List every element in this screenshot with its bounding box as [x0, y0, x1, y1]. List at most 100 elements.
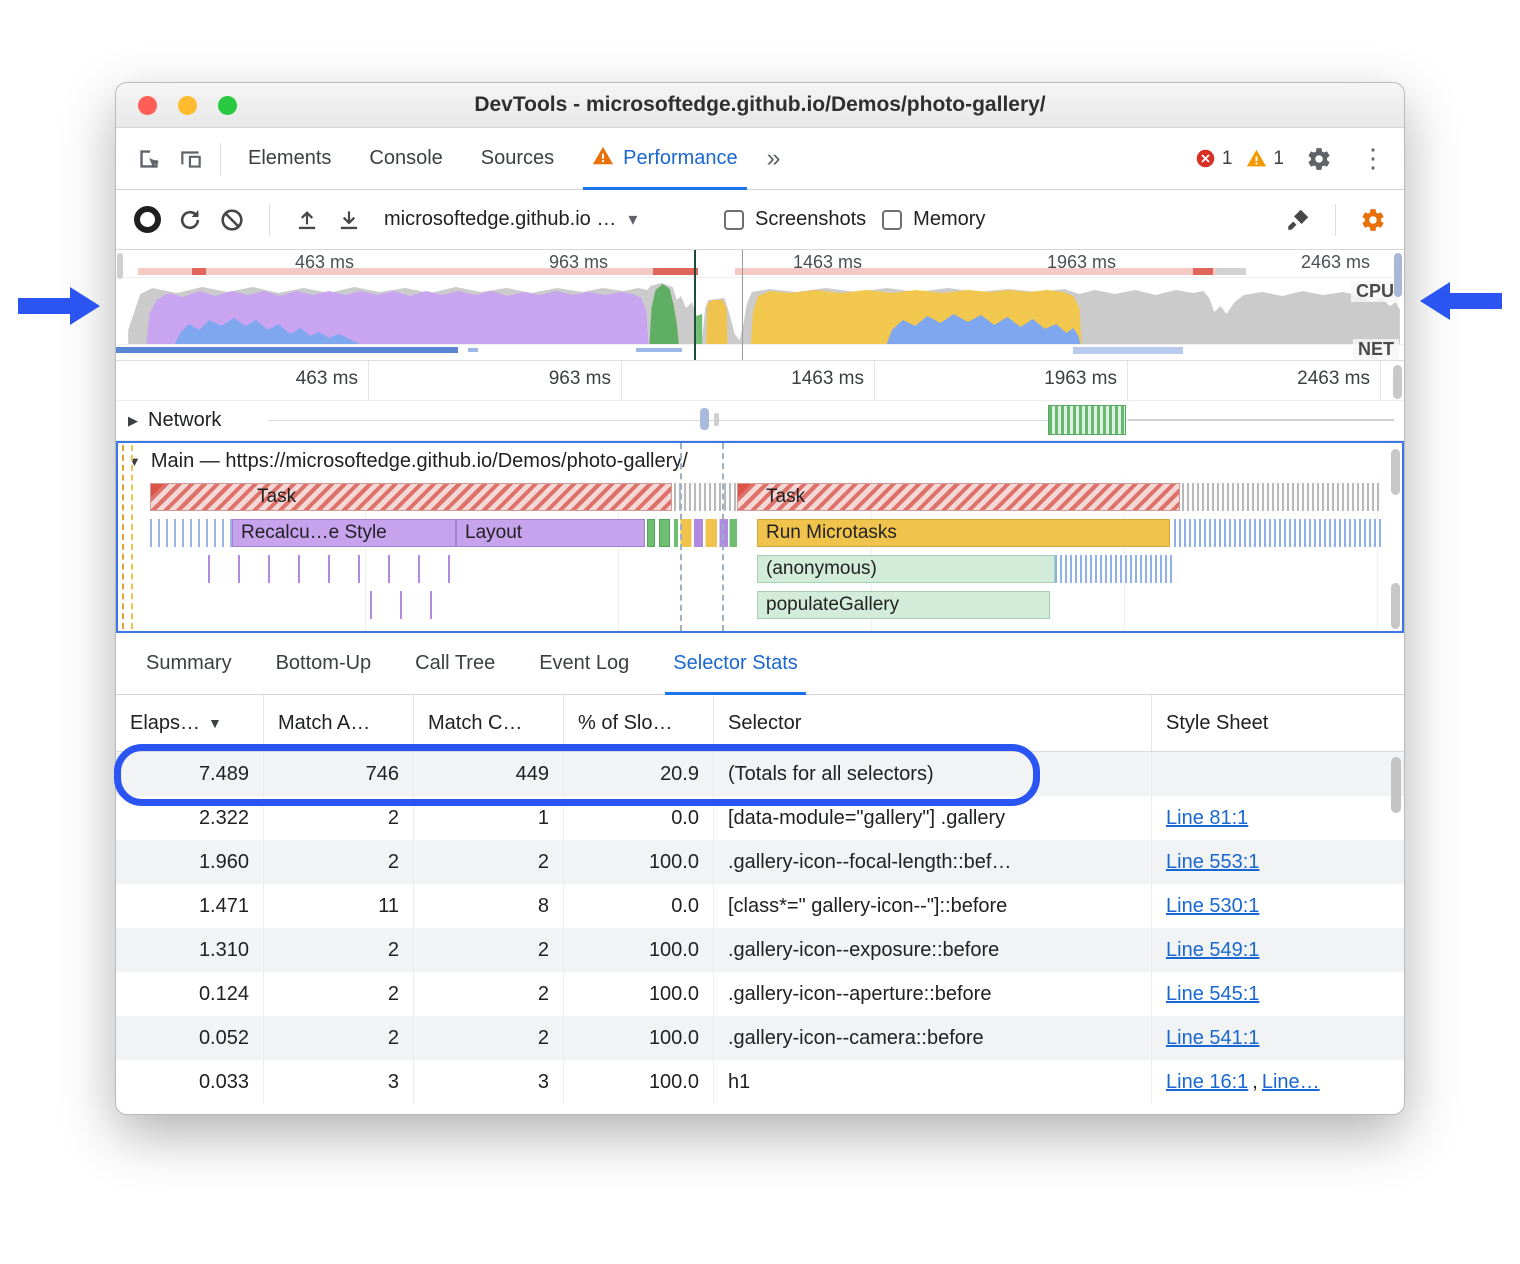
capture-settings-gear-icon[interactable]	[1360, 207, 1386, 233]
error-badge[interactable]: 1	[1195, 148, 1232, 170]
col-selector[interactable]: Selector	[714, 695, 1152, 751]
gutter-marker	[131, 445, 133, 629]
task-bar[interactable]: Task	[737, 483, 1180, 511]
style-sheet-link[interactable]: Line 16:1	[1166, 1070, 1249, 1093]
style-sheet-link[interactable]: Line…	[1261, 1070, 1320, 1093]
style-sheet-link[interactable]: Line 545:1	[1166, 982, 1260, 1005]
col-elapsed[interactable]: Elaps… ▼	[116, 695, 264, 751]
overview-ruler: 463 ms 963 ms 1463 ms 1963 ms 2463 ms	[116, 250, 1404, 278]
main-track[interactable]: ▼ Main — https://microsoftedge.github.io…	[116, 441, 1404, 633]
net-activity-bar	[116, 347, 458, 353]
col-match-count[interactable]: Match C…	[414, 695, 564, 751]
event-tick-pattern	[150, 519, 232, 547]
run-microtasks-bar[interactable]: Run Microtasks	[757, 519, 1170, 547]
more-tabs-icon[interactable]: »	[766, 144, 781, 172]
style-sheet-link[interactable]: Line 81:1	[1166, 806, 1249, 829]
tab-summary[interactable]: Summary	[146, 652, 232, 674]
main-track-header[interactable]: ▼ Main — https://microsoftedge.github.io…	[118, 443, 1402, 479]
clear-recording-icon[interactable]	[219, 207, 245, 233]
task-bar[interactable]: Task	[150, 483, 672, 511]
network-track[interactable]: ▶ Network	[116, 401, 1404, 441]
gc-bar[interactable]	[659, 519, 670, 547]
col-match-attempts[interactable]: Match A…	[264, 695, 414, 751]
memory-checkbox[interactable]: Memory	[882, 208, 985, 231]
script-tick-pattern	[1055, 555, 1174, 583]
recalculate-style-bar[interactable]: Recalcu…e Style	[232, 519, 456, 547]
layout-bar[interactable]: Layout	[456, 519, 645, 547]
cpu-overview-chart[interactable]: CPU	[116, 278, 1404, 344]
table-row[interactable]: 1.471 11 8 0.0 [class*=" gallery-icon--"…	[116, 884, 1404, 928]
net-activity-bar	[1073, 347, 1183, 354]
disclosure-expanded-icon[interactable]: ▼	[128, 453, 141, 469]
table-row[interactable]: 0.124 2 2 100.0 .gallery-icon--aperture:…	[116, 972, 1404, 1016]
zoom-button[interactable]	[218, 96, 237, 115]
screenshots-checkbox[interactable]: Screenshots	[724, 208, 866, 231]
network-track-label: Network	[148, 409, 222, 431]
col-slow-pct[interactable]: % of Slo…	[564, 695, 714, 751]
style-sheet-link[interactable]: Line 541:1	[1166, 1026, 1260, 1049]
table-scrollbar-thumb[interactable]	[1391, 757, 1401, 813]
long-task-marker	[653, 268, 698, 275]
tab-performance[interactable]: Performance	[573, 128, 757, 190]
gc-broom-icon[interactable]	[1285, 207, 1311, 233]
table-row[interactable]: 1.960 2 2 100.0 .gallery-icon--focal-len…	[116, 840, 1404, 884]
network-marker	[700, 408, 709, 430]
selector-stats-table: Elaps… ▼ Match A… Match C… % of Slo… Sele…	[116, 695, 1404, 1114]
table-row[interactable]: 2.322 2 1 0.0 [data-module="gallery"] .g…	[116, 796, 1404, 840]
settings-gear-icon[interactable]	[1298, 138, 1340, 180]
tab-selector-stats[interactable]: Selector Stats	[651, 633, 820, 695]
tab-sources[interactable]: Sources	[480, 147, 555, 169]
gutter-marker	[122, 445, 124, 629]
overview-left-handle[interactable]	[117, 253, 123, 279]
annotation-arrow-right-icon	[1420, 282, 1502, 320]
style-sheet-link[interactable]: Line 530:1	[1166, 894, 1260, 917]
device-toolbar-icon[interactable]	[170, 138, 212, 180]
profile-select[interactable]: microsoftedge.github.io … ▾	[378, 204, 708, 235]
table-row[interactable]: 0.052 2 2 100.0 .gallery-icon--camera::b…	[116, 1016, 1404, 1060]
save-profile-icon[interactable]	[336, 207, 362, 233]
load-profile-icon[interactable]	[294, 207, 320, 233]
performance-toolbar: microsoftedge.github.io … ▾ Screenshots …	[116, 190, 1404, 250]
flame-chart[interactable]: Task Task Recalcu…e Style Layout Run Mic…	[118, 479, 1402, 631]
table-row[interactable]: 1.310 2 2 100.0 .gallery-icon--exposure:…	[116, 928, 1404, 972]
table-row[interactable]: 0.033 3 3 100.0 h1 Line 16:1 , Line…	[116, 1060, 1404, 1104]
sort-desc-icon: ▼	[208, 715, 222, 731]
kebab-menu-icon[interactable]: ⋮	[1360, 143, 1386, 173]
inspect-element-icon[interactable]	[128, 138, 170, 180]
divider	[220, 142, 221, 175]
close-button[interactable]	[138, 96, 157, 115]
style-sheet-link[interactable]: Line 553:1	[1166, 850, 1260, 873]
panel-scrollbar-thumb[interactable]	[1393, 365, 1402, 399]
anonymous-function-bar[interactable]: (anonymous)	[757, 555, 1055, 583]
marker-dashed-line	[722, 443, 724, 631]
bottom-tab-bar: Summary Bottom-Up Call Tree Event Log Se…	[116, 633, 1404, 695]
warning-badge[interactable]: 1	[1246, 148, 1284, 170]
network-request-bar[interactable]	[1048, 405, 1126, 435]
devtools-window: DevTools - microsoftedge.github.io/Demos…	[115, 82, 1405, 1115]
flame-scrollbar-thumb[interactable]	[1391, 449, 1400, 495]
tab-console[interactable]: Console	[369, 147, 443, 169]
tab-call-tree[interactable]: Call Tree	[415, 652, 496, 674]
track-ruler: 463 ms 963 ms 1463 ms 1963 ms 2463 ms	[116, 361, 1404, 401]
long-task-strip	[735, 268, 1216, 275]
long-task-strip	[138, 268, 698, 275]
col-style-sheet[interactable]: Style Sheet	[1166, 711, 1269, 734]
timeline-overview[interactable]: 463 ms 963 ms 1463 ms 1963 ms 2463 ms	[116, 250, 1404, 361]
tab-event-log[interactable]: Event Log	[539, 652, 630, 674]
gc-bar[interactable]	[647, 519, 655, 547]
minimize-button[interactable]	[178, 96, 197, 115]
tab-elements[interactable]: Elements	[248, 147, 332, 169]
table-row-totals[interactable]: 7.489 746 449 20.9 (Totals for all selec…	[116, 752, 1404, 796]
record-button[interactable]	[134, 206, 161, 233]
populate-gallery-bar[interactable]: populateGallery	[757, 591, 1050, 619]
annotation-arrow-left-icon	[18, 287, 100, 325]
overview-scrollbar-thumb[interactable]	[1394, 253, 1402, 297]
network-track-line	[268, 420, 1392, 421]
reload-and-record-icon[interactable]	[177, 207, 203, 233]
disclosure-collapsed-icon[interactable]: ▶	[128, 412, 138, 428]
flame-scrollbar-thumb[interactable]	[1391, 583, 1400, 629]
task-strip	[1216, 268, 1246, 275]
long-task-marker	[1193, 268, 1213, 275]
style-sheet-link[interactable]: Line 549:1	[1166, 938, 1260, 961]
tab-bottom-up[interactable]: Bottom-Up	[275, 652, 372, 674]
